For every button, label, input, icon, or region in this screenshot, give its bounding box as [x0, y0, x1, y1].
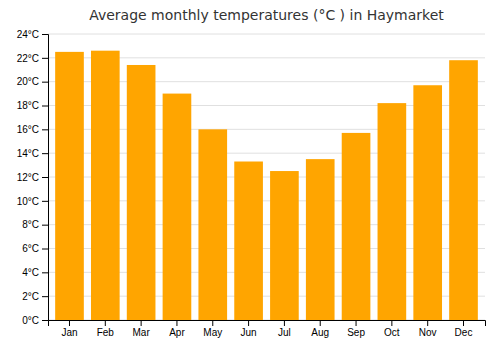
tick-label: 12°C [17, 172, 39, 183]
tick: 10°C [17, 196, 48, 207]
tick-label: Jul [278, 327, 291, 338]
bar [413, 85, 442, 320]
bar [270, 171, 299, 320]
tick: Jul [278, 320, 291, 338]
tick: 6°C [22, 243, 48, 254]
tick-label: Oct [384, 327, 400, 338]
tick-label: 22°C [17, 53, 39, 64]
tick-label: 20°C [17, 76, 39, 87]
x-axis: Jan Feb Mar Apr May Jun Jul Aug Sep Oct Nov Dec [49, 320, 486, 338]
tick: May [203, 320, 222, 338]
bar [449, 60, 478, 320]
tick-label: 4°C [22, 267, 39, 278]
grid [48, 34, 485, 320]
tick-mark [427, 320, 428, 326]
tick: 24°C [17, 29, 48, 40]
grid-line [48, 34, 485, 35]
tick: Mar [133, 320, 151, 338]
tick-mark [42, 153, 48, 154]
tick: Feb [97, 320, 115, 338]
tick-label: 14°C [17, 148, 39, 159]
axis-line [42, 35, 49, 321]
tick-mark [42, 58, 48, 59]
tick: Jan [61, 320, 77, 338]
tick: 4°C [22, 267, 48, 278]
tick-mark [356, 320, 357, 326]
tick-mark [42, 296, 48, 297]
tick-label: 6°C [22, 243, 39, 254]
plot: 0°C 2°C 4°C 6°C 8°C 10°C 12°C 14°C 16°C 18°C 20°C 2… [17, 29, 486, 338]
tick-label: Dec [455, 327, 473, 338]
title: Average monthly temperatures (°C ) in Ha… [89, 7, 444, 23]
tick-label: Mar [133, 327, 151, 338]
axis-line [49, 321, 486, 327]
tick: 12°C [17, 172, 48, 183]
tick-mark [42, 272, 48, 273]
bars [55, 51, 478, 320]
tick-mark [320, 320, 321, 326]
tick-label: Apr [169, 327, 185, 338]
bar [234, 162, 263, 320]
bar [378, 103, 407, 320]
bar [127, 65, 156, 320]
chart: 0°C 2°C 4°C 6°C 8°C 10°C 12°C 14°C 16°C 18°C 20°C 2… [0, 0, 500, 350]
y-axis: 0°C 2°C 4°C 6°C 8°C 10°C 12°C 14°C 16°C 18°C 20°C 2… [17, 29, 49, 326]
tick-mark [42, 201, 48, 202]
tick: 2°C [22, 291, 48, 302]
tick-mark [42, 82, 48, 83]
tick-mark [105, 320, 106, 326]
tick-mark [42, 249, 48, 250]
tick: Dec [455, 320, 473, 338]
tick: 14°C [17, 148, 48, 159]
tick-label: Sep [347, 327, 365, 338]
tick: 22°C [17, 53, 48, 64]
bar [163, 94, 192, 320]
tick: 8°C [22, 219, 48, 230]
tick-mark [391, 320, 392, 326]
tick-label: 8°C [22, 219, 39, 230]
tick: 20°C [17, 76, 48, 87]
tick-label: Nov [419, 327, 437, 338]
tick-label: 16°C [17, 124, 39, 135]
tick-mark [463, 320, 464, 326]
tick: 18°C [17, 100, 48, 111]
tick-mark [42, 225, 48, 226]
tick-label: Feb [97, 327, 115, 338]
tick: 16°C [17, 124, 48, 135]
bar [198, 129, 227, 320]
tick-label: 10°C [17, 196, 39, 207]
tick: Apr [169, 320, 185, 338]
tick-label: 2°C [22, 291, 39, 302]
tick-mark [284, 320, 285, 326]
tick-mark [176, 320, 177, 326]
tick-label: Jun [241, 327, 257, 338]
tick-mark [212, 320, 213, 326]
tick: Sep [347, 320, 365, 338]
bar [306, 159, 335, 320]
tick: Nov [419, 320, 437, 338]
tick-label: 0°C [22, 315, 39, 326]
tick: Jun [241, 320, 257, 338]
bar [55, 52, 84, 320]
tick-mark [42, 177, 48, 178]
tick: Oct [384, 320, 400, 338]
tick-label: May [203, 327, 222, 338]
tick-mark [141, 320, 142, 326]
tick-mark [42, 34, 48, 35]
tick-mark [42, 106, 48, 107]
tick: Aug [311, 320, 329, 338]
tick-label: Jan [61, 327, 77, 338]
tick: 0°C [22, 315, 48, 326]
tick-mark [42, 129, 48, 130]
tick-mark [248, 320, 249, 326]
tick-label: 18°C [17, 100, 39, 111]
tick-label: 24°C [17, 29, 39, 40]
tick-mark [42, 320, 48, 321]
bar [91, 51, 120, 320]
tick-label: Aug [311, 327, 329, 338]
bar [342, 133, 371, 320]
tick-mark [69, 320, 70, 326]
